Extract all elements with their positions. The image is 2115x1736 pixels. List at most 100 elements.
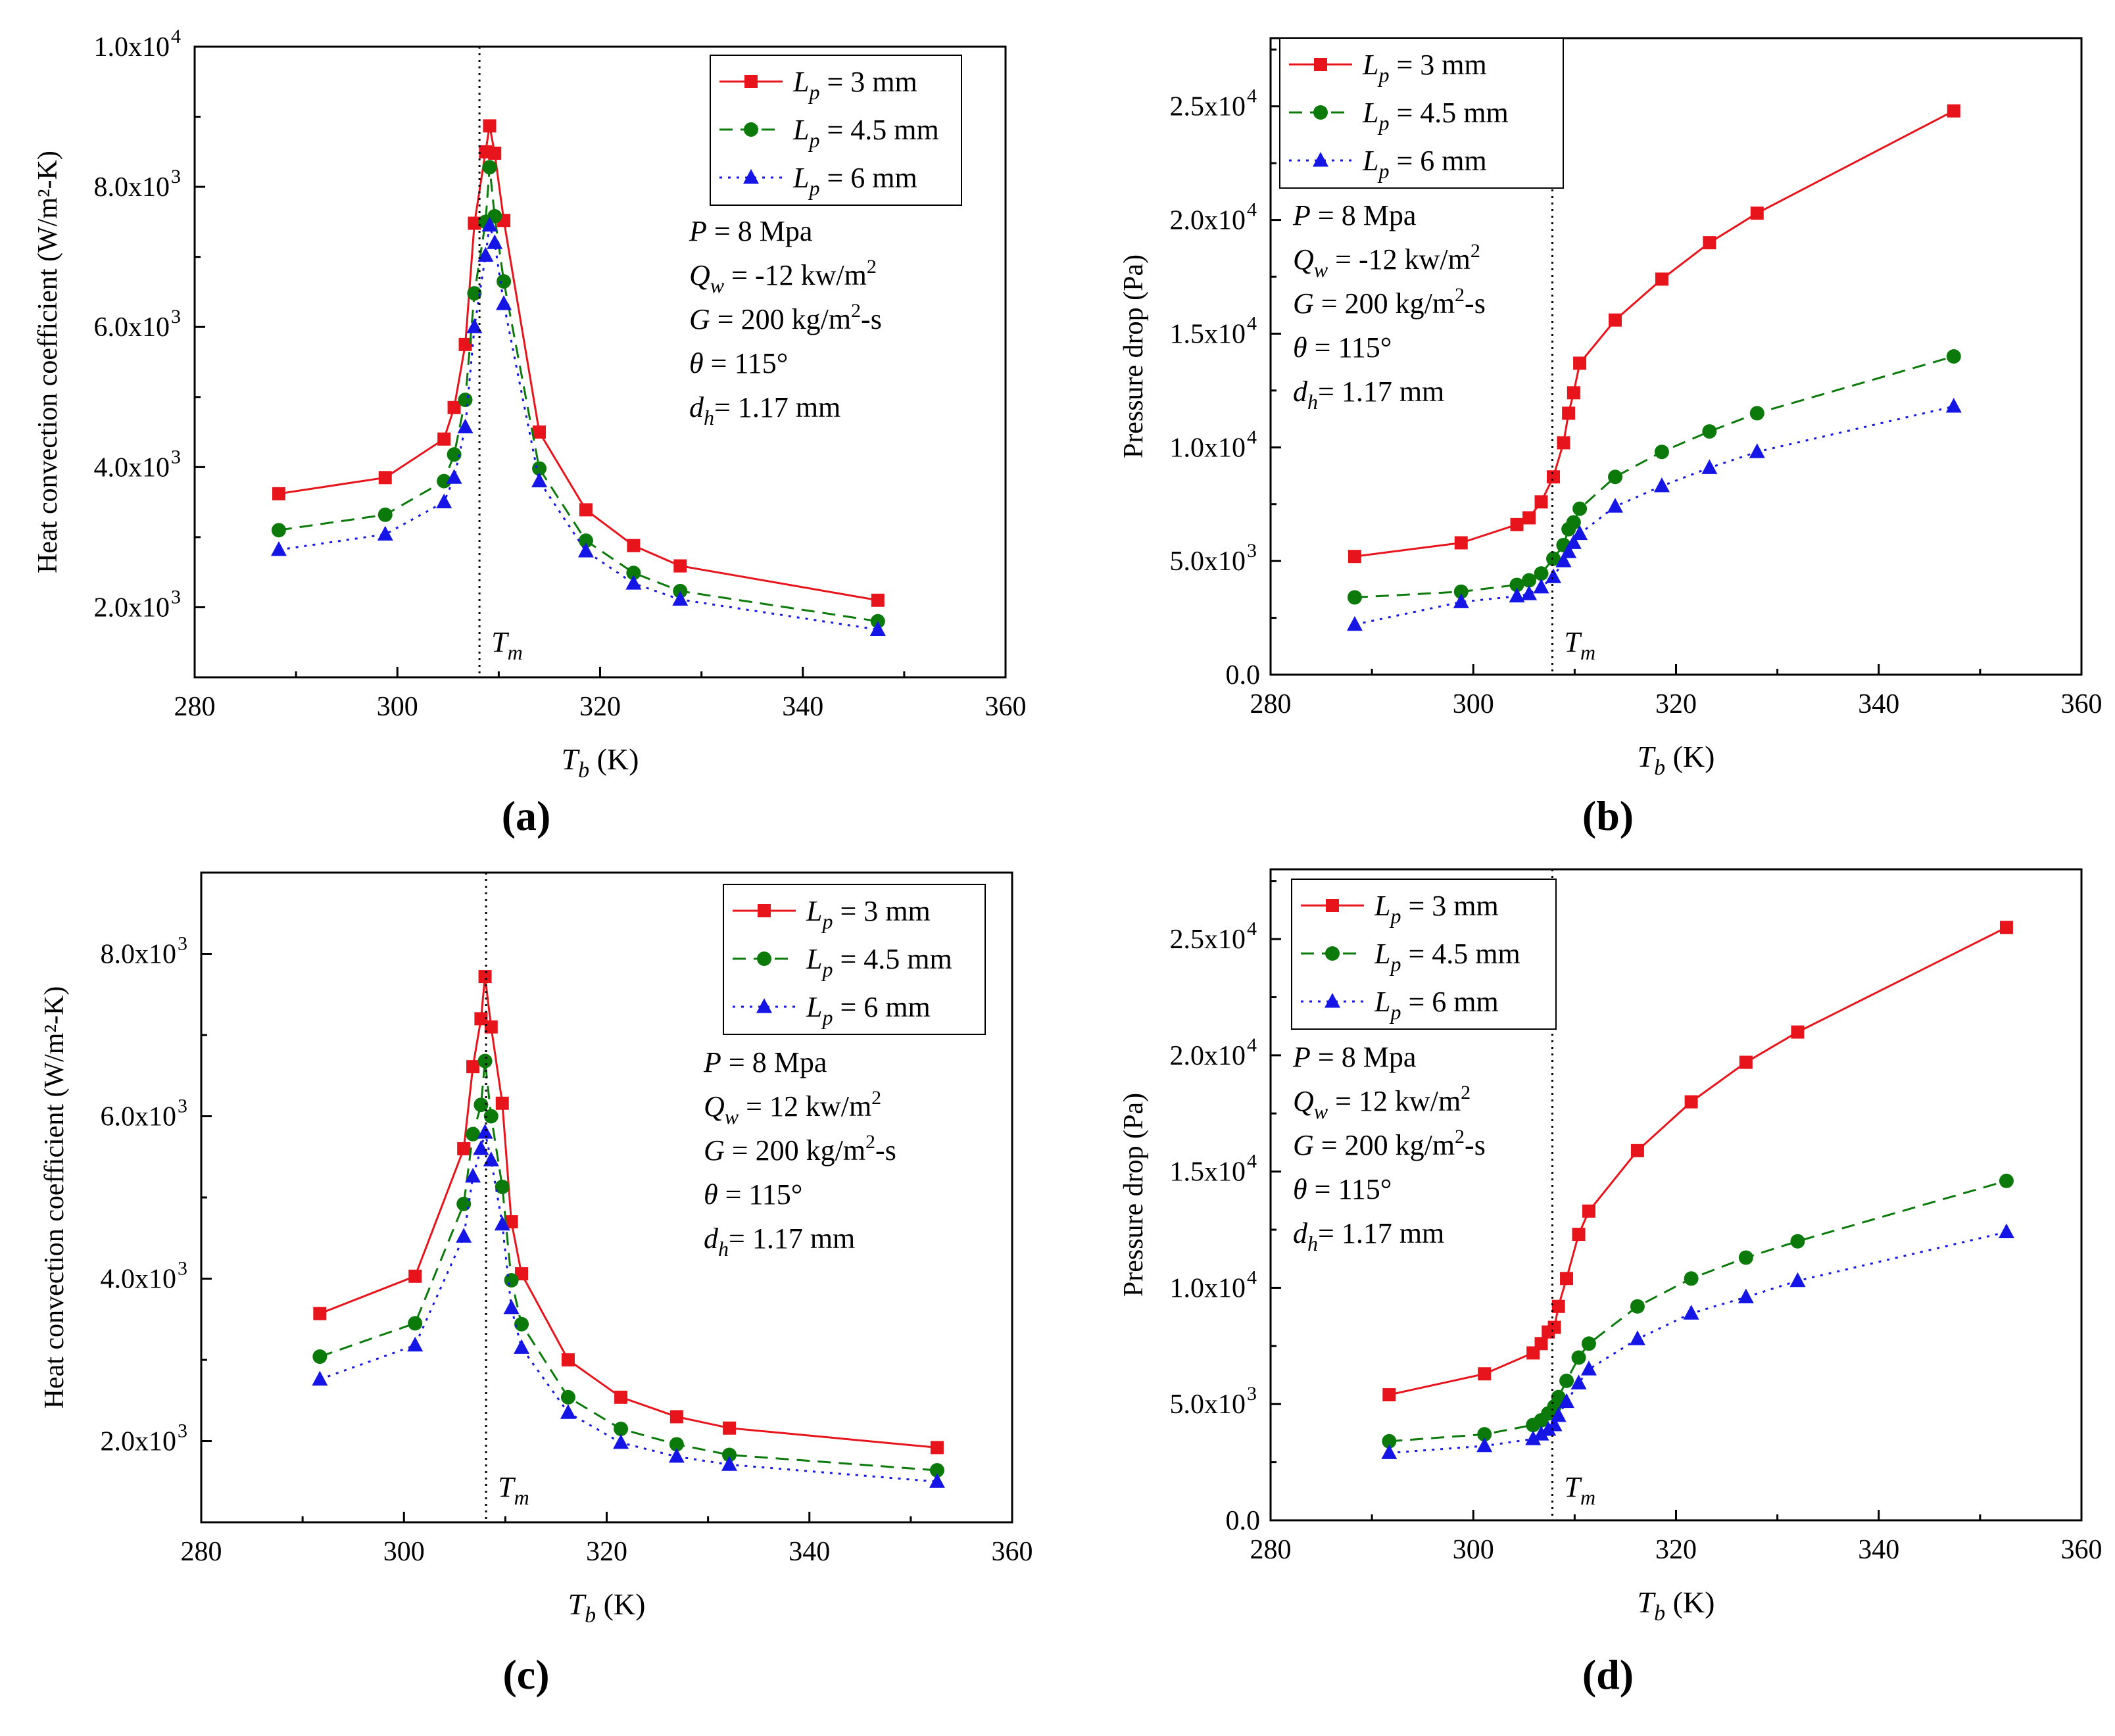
condition-sub: w [1314,1099,1328,1123]
condition-rest: = 8 Mpa [721,1046,827,1078]
series-line [1354,355,1955,598]
condition-rest: = 200 kg/m [710,303,851,335]
legend-label: Lp = 6 mm [792,162,917,200]
legend-label: Lp = 3 mm [1362,49,1487,87]
x-axis-sub: b [585,1603,596,1628]
legend-marker [758,904,771,917]
y-tick-label: 2.0x10 [1170,206,1246,236]
condition-line: Qw = 12 kw/m2 [1293,1082,1471,1123]
condition-var: d [1293,1217,1308,1249]
legend-label: Lp = 3 mm [1374,890,1499,928]
data-point [1347,590,1362,605]
x-axis-unit: (K) [1665,1585,1714,1619]
data-point [1478,1367,1492,1381]
data-point [1510,518,1524,531]
tm-label: Tm [1564,1471,1595,1509]
x-tick-label: 320 [586,1537,627,1567]
legend-var: L [806,943,822,975]
data-point [436,493,452,509]
series-3 [270,216,886,636]
condition-var: Q [704,1090,725,1122]
legend-var: L [1362,97,1378,129]
data-point [1701,459,1718,474]
legend-marker [756,998,772,1013]
x-tick-label: 300 [383,1537,425,1567]
y-tick-label: 6.0x10 [101,1102,177,1132]
x-tick-label: 340 [1858,1535,1899,1565]
x-axis-sub: b [578,758,589,783]
y-tick-mantissa: 2.0x10 [1170,206,1246,236]
data-point [1534,566,1549,581]
x-axis-var: T [562,742,581,776]
x-tick-label: 280 [181,1537,222,1567]
condition-var: d [704,1222,719,1255]
data-point [1547,1320,1561,1334]
data-point [377,507,393,522]
data-point [1551,1389,1566,1405]
y-tick-mantissa: 1.0x10 [1170,1273,1246,1303]
data-point [1655,272,1668,286]
legend-marker [1313,151,1328,167]
data-point [484,1020,498,1034]
data-point [1570,1374,1587,1389]
data-point [1509,577,1524,592]
condition-line: Qw = -12 kw/m2 [689,256,877,297]
condition-line: θ = 115° [704,1178,802,1211]
x-tick-label: 280 [1250,1535,1292,1565]
condition-sub: h [718,1237,729,1261]
data-point [533,425,547,439]
legend-sub: p [808,128,819,152]
condition-sup: 2 [865,1131,875,1153]
data-point [488,146,502,160]
x-axis-title: Tb (K) [1638,740,1715,780]
data-point [504,1272,519,1288]
data-point [1571,1350,1586,1365]
legend-sub: p [1389,904,1401,928]
y-tick-mantissa: 6.0x10 [94,312,170,343]
legend-rest: = 6 mm [1401,986,1498,1018]
condition-var: θ [1293,331,1307,364]
condition-sup: 2 [1455,284,1465,306]
legend-label: Lp = 4.5 mm [1374,938,1520,976]
data-point [458,393,473,408]
legend-var: L [1374,986,1390,1018]
series-2 [1347,349,1961,605]
y-tick-exponent: 4 [1247,199,1257,221]
legend-label: Lp = 4.5 mm [806,943,952,981]
condition-line: Qw = -12 kw/m2 [1293,240,1480,281]
y-tick-label: 6.0x10 [94,312,170,343]
data-point [1561,543,1577,558]
data-point [447,400,461,414]
condition-sup: 2 [1471,240,1480,262]
x-tick-label: 360 [2061,1535,2103,1565]
condition-var: Q [1293,243,1314,276]
data-point [408,1269,422,1283]
data-point [561,1353,575,1366]
data-point [532,461,547,476]
legend-sub: p [1377,159,1389,183]
condition-rest: = 115° [1307,1173,1392,1205]
condition-var: Q [689,259,710,291]
x-tick-label: 300 [1453,689,1494,719]
legend-sub: p [808,80,819,104]
data-point [1566,515,1581,530]
data-point [447,447,462,462]
condition-rest: = 200 kg/m [1314,287,1455,320]
x-tick-label: 300 [377,692,418,722]
series-1 [1382,921,2013,1402]
x-axis-var: T [1638,1585,1657,1619]
condition-rest: = 8 Mpa [1311,199,1416,231]
y-tick-exponent: 3 [1247,540,1257,562]
data-point [1557,436,1570,450]
data-point [1789,1272,1806,1288]
x-axis-unit: (K) [589,742,639,776]
legend-var: L [806,991,822,1023]
tm-var: T [498,1471,516,1503]
data-point [1947,104,1960,118]
data-point [437,473,452,489]
data-point [1572,525,1588,541]
data-point [1738,1288,1754,1304]
y-tick-label: 8.0x10 [101,940,177,970]
